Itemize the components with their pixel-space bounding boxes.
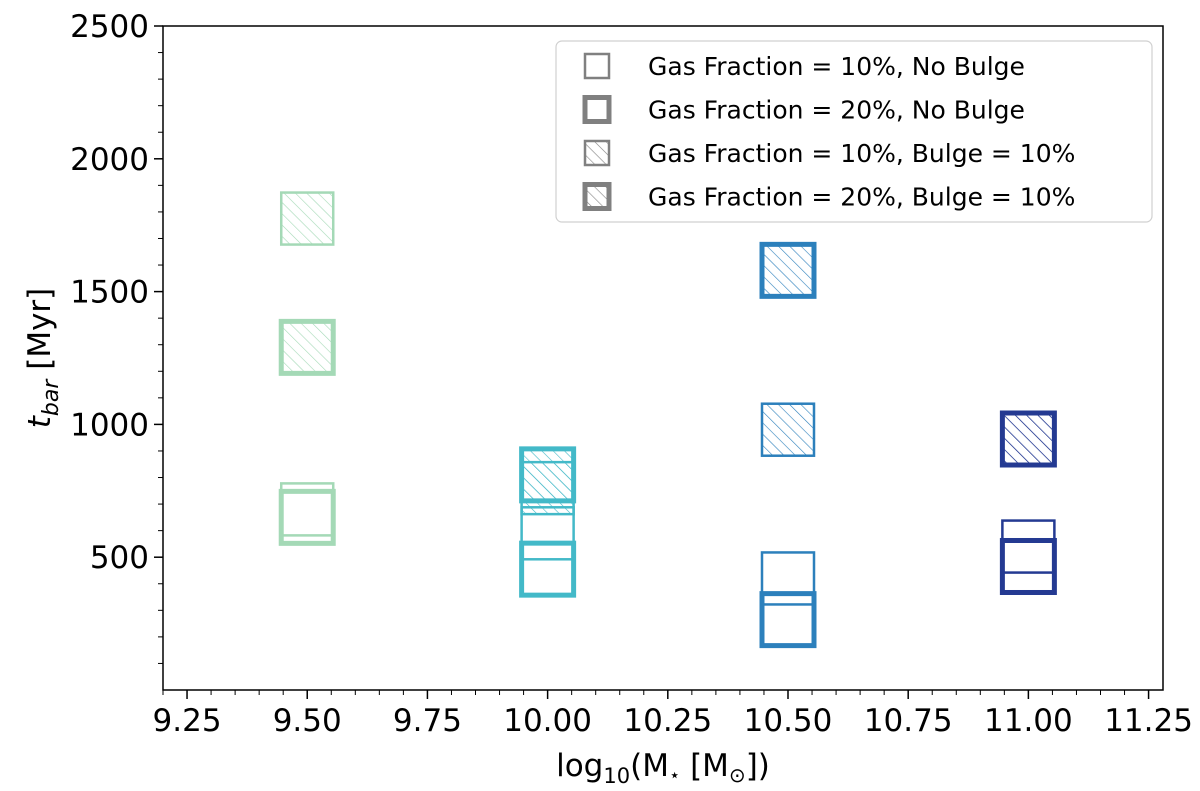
marker-gas20-bulge [759,241,817,299]
plot-area [278,191,1057,649]
marker-gas10-bulge [279,191,335,246]
legend: Gas Fraction = 10%, No Bulge Gas Fraction… [555,40,1153,223]
y-tick-label: 500 [90,540,149,576]
x-tick-label: 11.00 [984,703,1073,739]
x-tick-label: 10.00 [503,703,592,739]
legend-label: Gas Fraction = 10%, Bulge = 10% [648,139,1075,168]
x-tick-label: 10.50 [744,703,833,739]
marker-gas20-nobulge [999,537,1057,595]
marker-gas20-nobulge [759,591,817,649]
y-tick-label: 1000 [70,407,149,443]
x-tick-label: 9.25 [153,703,222,739]
y-tick-label: 1500 [70,275,149,311]
marker-gas20-bulge [519,446,577,504]
x-axis-label: log10(M⋆ [M⊙]) [556,748,770,788]
legend-marker [583,139,611,167]
legend-marker [582,95,612,124]
legend-marker [583,52,611,80]
marker-gas20-bulge [278,318,336,376]
axis-ticks: 9.25 9.50 9.75 10.00 10.25 10.50 10.75 11.00 11.… [70,9,1193,739]
marker-gas20-nobulge [278,488,336,546]
y-axis-label: tbar [Myr] [22,288,64,429]
y-tick-label: 2000 [70,142,149,178]
x-tick-label: 10.75 [864,703,953,739]
x-tick-label: 11.25 [1104,703,1193,739]
legend-label: Gas Fraction = 20%, Bulge = 10% [648,183,1075,212]
plot-frame [162,25,1164,691]
legend-marker [582,182,612,211]
marker-gas10-nobulge [760,551,816,606]
y-tick-label: 2500 [70,9,149,45]
x-tick-label: 10.25 [623,703,712,739]
x-tick-label: 9.50 [273,703,342,739]
legend-label: Gas Fraction = 10%, No Bulge [648,52,1025,81]
legend-box [555,40,1153,223]
marker-gas20-bulge [999,410,1057,468]
legend-label: Gas Fraction = 20%, No Bulge [648,96,1025,125]
marker-gas10-bulge [760,402,816,457]
marker-gas20-nobulge [519,540,577,598]
x-tick-label: 9.75 [393,703,462,739]
marker-gas10-nobulge [1001,519,1056,574]
